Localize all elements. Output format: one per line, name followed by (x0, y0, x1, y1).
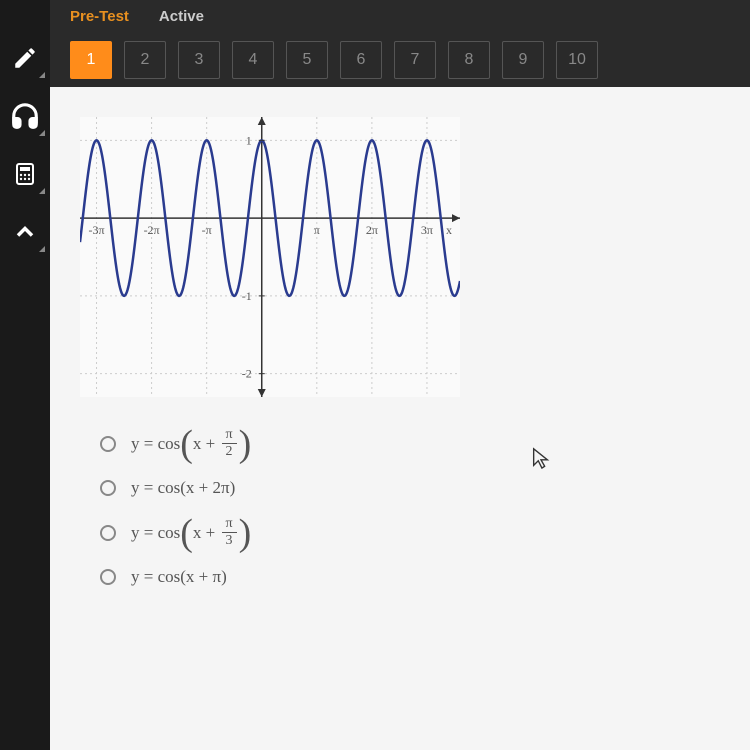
radio-d[interactable] (100, 569, 116, 585)
svg-text:2π: 2π (366, 223, 378, 237)
answer-c[interactable]: y = cos(x + π3) (100, 516, 720, 549)
question-nav-9[interactable]: 9 (502, 41, 544, 79)
svg-text:3π: 3π (421, 223, 433, 237)
radio-c[interactable] (100, 525, 116, 541)
radio-a[interactable] (100, 436, 116, 452)
question-nav-10[interactable]: 10 (556, 41, 598, 79)
calculator-icon[interactable] (7, 156, 43, 192)
question-nav-2[interactable]: 2 (124, 41, 166, 79)
formula-a: y = cos(x + π2) (131, 427, 251, 460)
main-panel: Pre-Test Active 1 2 3 4 5 6 7 8 9 10 -3π… (50, 0, 750, 750)
svg-text:π: π (314, 223, 320, 237)
svg-text:-2: -2 (242, 367, 252, 381)
svg-text:1: 1 (246, 133, 252, 147)
formula-c: y = cos(x + π3) (131, 516, 251, 549)
answer-list: y = cos(x + π2) y = cos(x + 2π) y = cos(… (80, 427, 720, 587)
radio-b[interactable] (100, 480, 116, 496)
svg-text:-3π: -3π (88, 223, 104, 237)
answer-b[interactable]: y = cos(x + 2π) (100, 478, 720, 498)
pencil-icon[interactable] (7, 40, 43, 76)
cursor-icon (530, 447, 552, 476)
question-nav-1[interactable]: 1 (70, 41, 112, 79)
question-nav-4[interactable]: 4 (232, 41, 274, 79)
header-tabs: Pre-Test Active (50, 0, 750, 32)
function-graph: -3π -2π -π π 2π 3π x 1 -1 -2 (80, 117, 460, 397)
question-nav-5[interactable]: 5 (286, 41, 328, 79)
answer-d[interactable]: y = cos(x + π) (100, 567, 720, 587)
svg-text:-2π: -2π (144, 223, 160, 237)
question-content: -3π -2π -π π 2π 3π x 1 -1 -2 y = cos(x + π2) y = … (50, 87, 750, 750)
tab-active[interactable]: Active (159, 8, 204, 25)
left-toolbar (0, 0, 50, 750)
question-nav-3[interactable]: 3 (178, 41, 220, 79)
question-nav-6[interactable]: 6 (340, 41, 382, 79)
headphones-icon[interactable] (7, 98, 43, 134)
svg-text:-1: -1 (242, 289, 252, 303)
question-nav: 1 2 3 4 5 6 7 8 9 10 (50, 32, 750, 87)
question-nav-8[interactable]: 8 (448, 41, 490, 79)
svg-text:x: x (446, 223, 452, 237)
collapse-up-icon[interactable] (7, 214, 43, 250)
question-nav-7[interactable]: 7 (394, 41, 436, 79)
formula-b: y = cos(x + 2π) (131, 478, 235, 498)
tab-pretest[interactable]: Pre-Test (70, 8, 129, 25)
svg-text:-π: -π (202, 223, 212, 237)
formula-d: y = cos(x + π) (131, 567, 227, 587)
answer-a[interactable]: y = cos(x + π2) (100, 427, 720, 460)
